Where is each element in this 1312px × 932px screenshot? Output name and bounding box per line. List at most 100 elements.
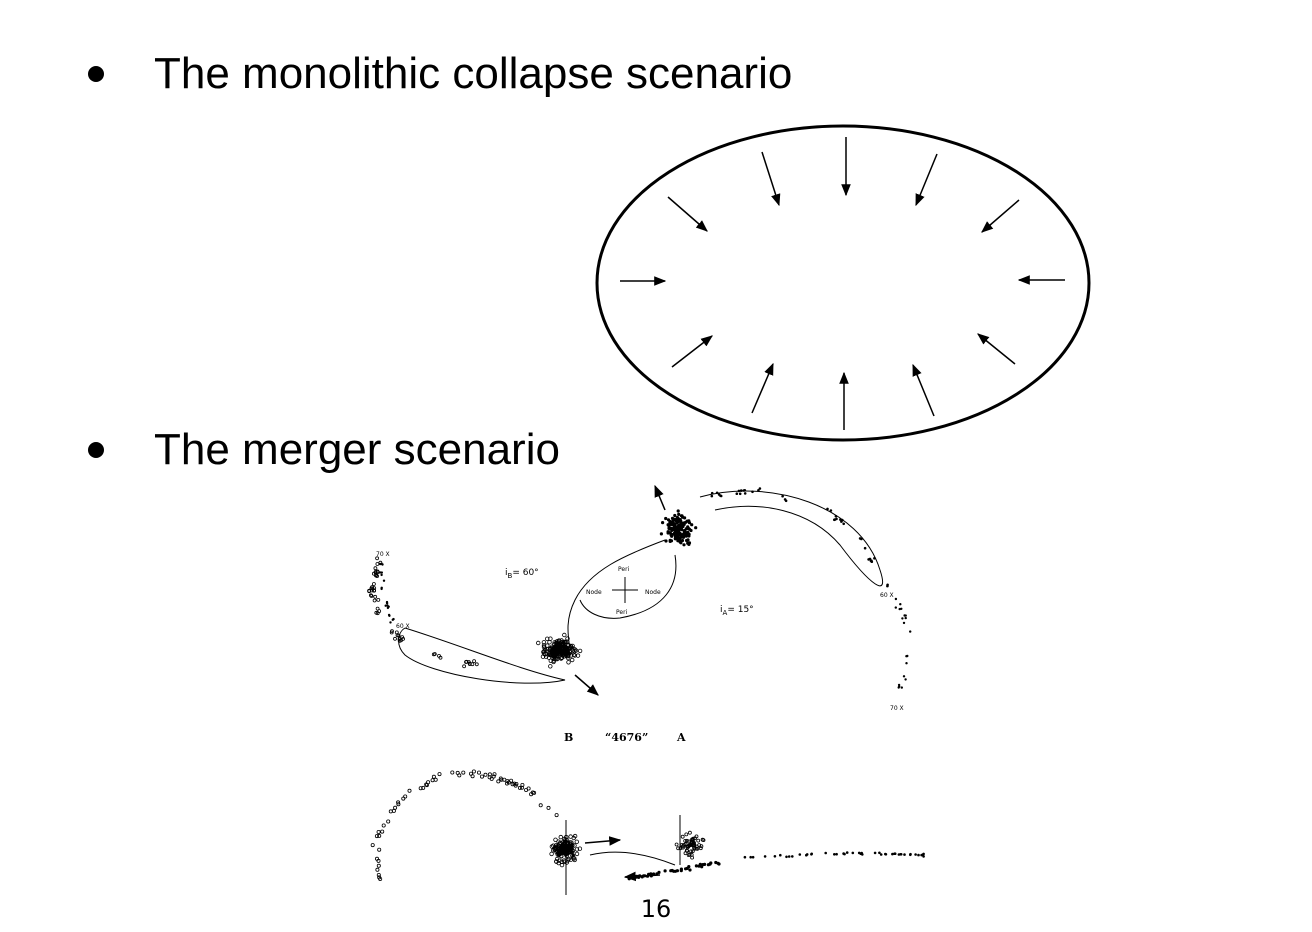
particle <box>663 869 667 873</box>
particle <box>512 781 517 786</box>
particle <box>687 852 692 857</box>
particle <box>891 852 894 856</box>
label-70-right: 70 X <box>890 705 904 712</box>
lower-panel-lines <box>565 815 681 895</box>
bullet-text: The merger scenario <box>154 425 560 474</box>
label-peri-bottom: Peri <box>616 609 628 616</box>
arrow-icon <box>915 153 938 207</box>
particle <box>690 523 694 527</box>
figure-labels: iB= 60° iA= 15° Peri Peri Node Node 70 X… <box>376 551 904 712</box>
particle <box>375 556 380 561</box>
particle <box>545 636 550 641</box>
particle <box>899 603 902 606</box>
particle <box>710 491 714 495</box>
particle <box>566 660 571 665</box>
particle <box>401 796 406 801</box>
particle <box>380 571 383 574</box>
particle <box>558 834 563 840</box>
particle <box>483 772 488 777</box>
particle <box>690 855 694 860</box>
particle <box>689 843 694 847</box>
arrow-icon <box>977 333 1016 365</box>
particle <box>690 849 695 854</box>
particle <box>555 653 559 657</box>
particle <box>690 837 695 842</box>
particle <box>368 593 373 598</box>
particle <box>810 853 813 856</box>
particle <box>773 855 777 858</box>
particle <box>900 686 903 689</box>
particle <box>679 519 683 523</box>
particle <box>673 513 677 518</box>
particle <box>659 532 664 536</box>
particle <box>384 604 387 607</box>
particle <box>565 649 569 653</box>
particle <box>466 660 471 664</box>
particle <box>568 643 573 649</box>
particle <box>545 643 550 648</box>
particle <box>701 863 705 867</box>
particle <box>561 652 565 656</box>
arrow-icon <box>671 335 713 368</box>
particle <box>904 678 907 681</box>
particle <box>739 489 743 492</box>
particle <box>389 621 392 624</box>
label-i-a: iA= 15° <box>720 605 754 617</box>
particle <box>562 632 567 638</box>
particle <box>376 598 381 602</box>
particle <box>785 855 788 859</box>
particle <box>697 864 701 868</box>
particle <box>479 774 484 779</box>
particle <box>560 844 564 848</box>
label-node-left: Node <box>586 589 602 596</box>
particle <box>674 532 678 536</box>
collapse-arrows <box>620 137 1065 430</box>
particle <box>377 875 382 880</box>
particle <box>833 853 836 856</box>
particle <box>840 520 843 523</box>
particle <box>829 509 833 512</box>
particle <box>873 851 877 855</box>
label-60-left: 60 X <box>396 623 410 630</box>
particle <box>671 521 675 525</box>
particle <box>397 637 402 642</box>
particle <box>675 515 680 520</box>
particle <box>381 563 384 566</box>
particle <box>700 837 705 842</box>
particle <box>555 656 560 662</box>
label-peri-top: Peri <box>618 566 630 573</box>
particle <box>552 845 557 850</box>
particle <box>547 640 552 645</box>
particle <box>685 849 690 853</box>
particle <box>547 651 552 656</box>
particle <box>791 855 794 858</box>
particle <box>664 516 668 521</box>
particle <box>685 538 689 543</box>
particle <box>863 546 867 550</box>
particle <box>867 558 870 561</box>
label-a: A <box>676 731 686 744</box>
particle <box>694 846 699 851</box>
particle <box>909 630 912 633</box>
page-number: 16 <box>640 895 672 923</box>
particle <box>393 805 398 810</box>
particle <box>715 491 719 495</box>
particle <box>551 658 556 663</box>
particle <box>669 527 673 531</box>
particle <box>554 813 559 818</box>
particle <box>380 586 383 589</box>
orbit-curves <box>398 490 884 684</box>
particle <box>457 773 462 778</box>
particle <box>562 852 566 856</box>
particle <box>394 630 399 635</box>
particle <box>697 843 701 847</box>
particle <box>676 520 681 524</box>
particle <box>574 839 579 844</box>
particle <box>421 785 426 790</box>
particle <box>682 535 686 539</box>
particle <box>370 586 375 591</box>
particle <box>556 839 561 844</box>
arrow-icon <box>667 196 708 232</box>
orbit-arrows <box>574 484 666 696</box>
particle <box>375 606 380 611</box>
